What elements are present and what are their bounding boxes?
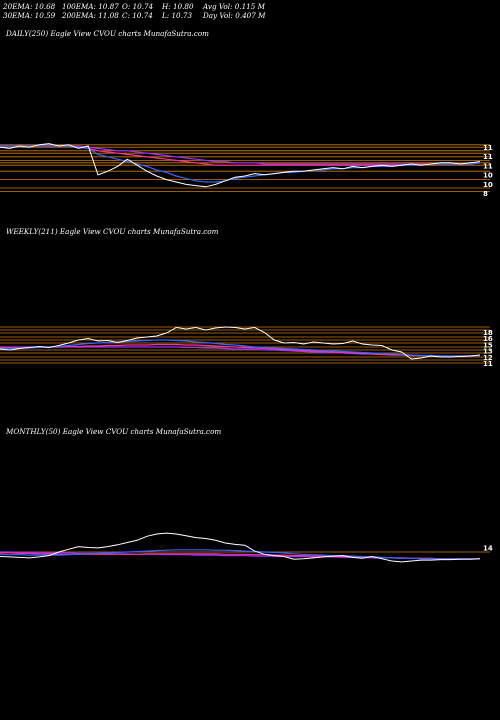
header-day-vol: Day Vol: 0.407 M (203, 11, 266, 20)
weekly-tick-label: 11 (483, 360, 493, 368)
daily-tick-label: 8 (483, 190, 488, 198)
weekly-tick-label: 12 (483, 354, 493, 362)
daily-panel-label: DAILY(250) Eagle View CVOU charts Munafa… (6, 29, 209, 38)
monthly-panel-label: MONTHLY(50) Eagle View CVOU charts Munaf… (6, 427, 222, 436)
header-200ema: 200EMA: 11.08 (62, 11, 119, 20)
weekly-tick-label: 18 (483, 329, 493, 337)
daily-ema-long-line (0, 145, 481, 165)
monthly-chart: 14 (0, 532, 493, 563)
header-open: O: 10.74 (122, 2, 154, 11)
daily-tick-label: 10 (483, 181, 493, 189)
weekly-ema-fast-line (0, 339, 481, 357)
daily-tick-label: 11 (483, 162, 493, 170)
weekly-tick-label: 13 (483, 348, 493, 356)
monthly-price-line (0, 532, 481, 563)
header-20ema: 20EMA: 10.68 (3, 2, 56, 11)
weekly-tick-label: 16 (483, 335, 493, 343)
weekly-panel-label: WEEKLY(211) Eagle View CVOU charts Munaf… (6, 227, 219, 236)
header-low: L: 10.73 (162, 11, 193, 20)
header-close: C: 10.74 (122, 11, 153, 20)
monthly-ema-fast-line (0, 549, 480, 560)
header-100ema: 100EMA: 10.87 (62, 2, 119, 11)
monthly-tick-label: 14 (483, 545, 493, 553)
header-avg-vol: Avg Vol: 0.115 M (203, 2, 265, 11)
weekly-price-line (0, 326, 481, 360)
weekly-tick-label: 15 (483, 341, 493, 349)
header-high: H: 10.80 (162, 2, 194, 11)
daily-tick-label: 11 (483, 144, 493, 152)
daily-tick-label: 10 (483, 172, 493, 180)
daily-tick-label: 11 (483, 153, 493, 161)
header-30ema: 30EMA: 10.59 (3, 11, 56, 20)
daily-price-line (0, 143, 481, 188)
